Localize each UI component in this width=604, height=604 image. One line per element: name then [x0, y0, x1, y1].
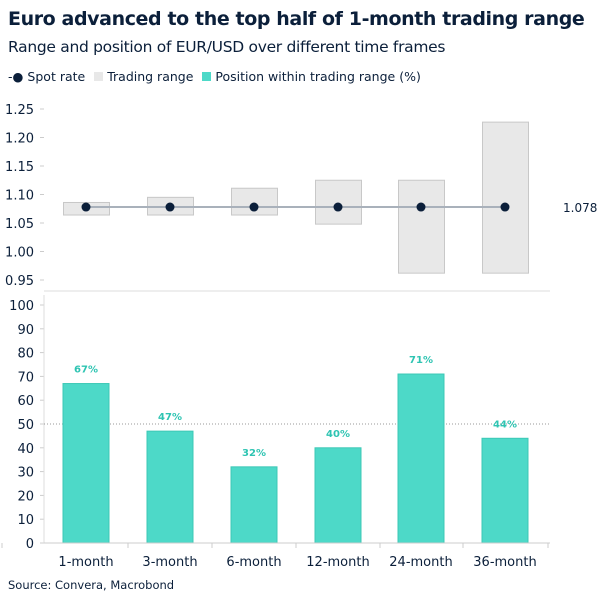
x-tick-label: 3-month — [142, 555, 197, 570]
legend-spot-rate: -● Spot rate — [8, 69, 85, 84]
legend-position: Position within trading range (%) — [202, 69, 421, 84]
spot-marker-icon: -● — [8, 69, 24, 84]
data-label: 47% — [158, 412, 182, 423]
data-label: 40% — [326, 429, 350, 440]
y-tick-label: 20 — [17, 489, 34, 504]
spot-point — [249, 202, 259, 212]
x-tick-label: 24-month — [389, 555, 452, 570]
chart-title: Euro advanced to the top half of 1-month… — [8, 8, 585, 30]
y-tick-label: 1.00 — [5, 246, 34, 261]
y-tick-label: 40 — [17, 442, 34, 457]
range-bar — [398, 179, 445, 274]
position-bar — [314, 447, 362, 544]
spot-label: 1.078 — [563, 201, 597, 215]
y-tick-label: 70 — [17, 370, 34, 385]
data-label: 67% — [74, 365, 98, 376]
position-bar — [481, 437, 529, 544]
data-label: 32% — [242, 448, 266, 459]
y-tick-label: 1.20 — [5, 132, 34, 147]
y-tick-label: 1.25 — [5, 103, 34, 118]
position-bar — [146, 430, 194, 544]
legend: -● Spot rate Trading range Position withi… — [8, 69, 421, 84]
y-tick-label: 30 — [17, 466, 34, 481]
range-bar — [315, 179, 362, 225]
chart-subtitle: Range and position of EUR/USD over diffe… — [8, 38, 446, 56]
position-swatch-icon — [202, 72, 212, 81]
position-bar — [62, 383, 110, 544]
legend-label: Spot rate — [27, 69, 86, 84]
source-note: Source: Convera, Macrobond — [8, 578, 175, 592]
data-label: 44% — [493, 419, 517, 430]
range-bar — [482, 121, 529, 274]
spot-point — [333, 202, 343, 212]
y-tick-label: 0 — [26, 537, 34, 552]
y-tick-label: 90 — [17, 323, 34, 338]
position-bar — [397, 373, 445, 544]
spot-point — [81, 202, 91, 212]
y-tick-label: 0.95 — [5, 274, 34, 289]
x-tick-label: 6-month — [226, 555, 281, 570]
legend-label: Trading range — [107, 69, 194, 84]
x-tick-label: 12-month — [306, 555, 369, 570]
y-tick-label: 1.10 — [5, 189, 34, 204]
y-tick-label: 60 — [17, 394, 34, 409]
position-bar — [230, 466, 278, 544]
spot-point — [416, 202, 426, 212]
data-label: 71% — [409, 355, 433, 366]
x-tick-label: 36-month — [473, 555, 536, 570]
x-tick-label: 1-month — [58, 555, 113, 570]
y-tick-label: 100 — [9, 299, 34, 314]
legend-trading-range: Trading range — [94, 69, 193, 84]
y-tick-label: 80 — [17, 347, 34, 362]
y-tick-label: 1.05 — [5, 217, 34, 232]
y-tick-label: 1.15 — [5, 160, 34, 175]
spot-point — [500, 202, 510, 212]
y-tick-label: 50 — [17, 418, 34, 433]
y-tick-label: 10 — [17, 513, 34, 528]
spot-point — [165, 202, 175, 212]
legend-label: Position within trading range (%) — [215, 69, 421, 84]
range-swatch-icon — [94, 72, 104, 81]
